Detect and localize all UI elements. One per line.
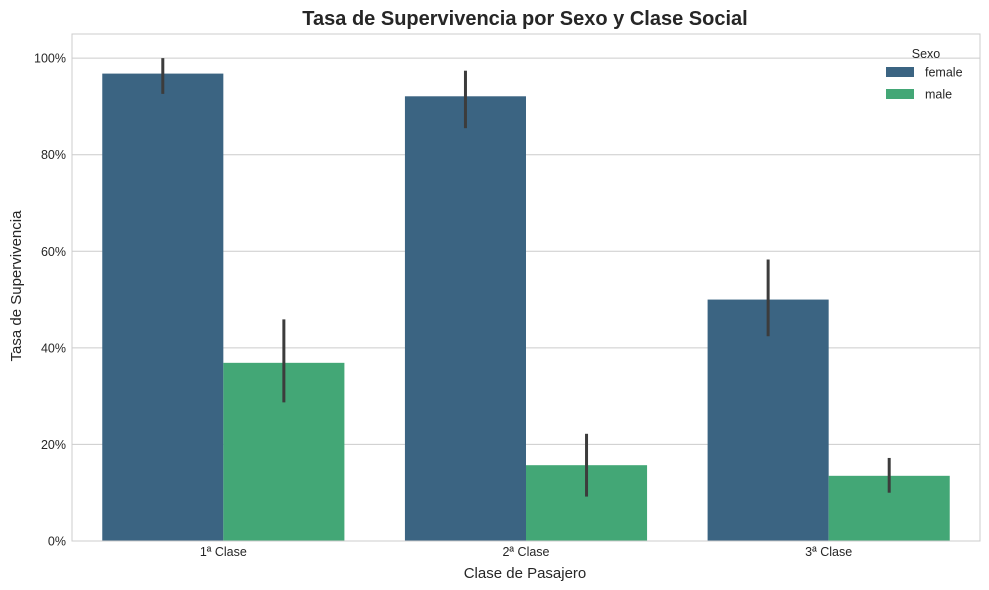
plot-frame <box>71 33 981 542</box>
y-tick-label: 0% <box>48 535 66 549</box>
legend-label-male: male <box>925 88 952 102</box>
legend-label-female: female <box>925 66 963 80</box>
y-tick-label: 100% <box>34 52 66 66</box>
y-tick-label: 40% <box>41 341 66 355</box>
chart-title: Tasa de Supervivencia por Sexo y Clase S… <box>302 8 747 30</box>
y-tick-label: 20% <box>41 438 66 452</box>
legend-swatch-female <box>886 67 914 77</box>
x-tick-label: 1ª Clase <box>200 545 247 559</box>
x-tick-label: 3ª Clase <box>805 545 852 559</box>
legend: Sexo female male <box>886 47 963 102</box>
x-axis-label: Clase de Pasajero <box>464 565 587 582</box>
bar-female <box>707 299 829 541</box>
y-axis-ticks: 0% 20% 40% 60% 80% 100% <box>34 52 66 549</box>
bars <box>102 73 950 541</box>
legend-title: Sexo <box>912 47 941 61</box>
x-axis-ticks: 1ª Clase 2ª Clase 3ª Clase <box>200 545 852 559</box>
error-bars <box>161 58 891 497</box>
legend-swatch-male <box>886 89 914 99</box>
y-tick-label: 60% <box>41 245 66 259</box>
y-axis-label: Tasa de Supervivencia <box>8 210 25 362</box>
y-tick-label: 80% <box>41 148 66 162</box>
x-tick-label: 2ª Clase <box>502 545 549 559</box>
bar-female <box>404 96 526 541</box>
bar-female <box>102 73 224 541</box>
